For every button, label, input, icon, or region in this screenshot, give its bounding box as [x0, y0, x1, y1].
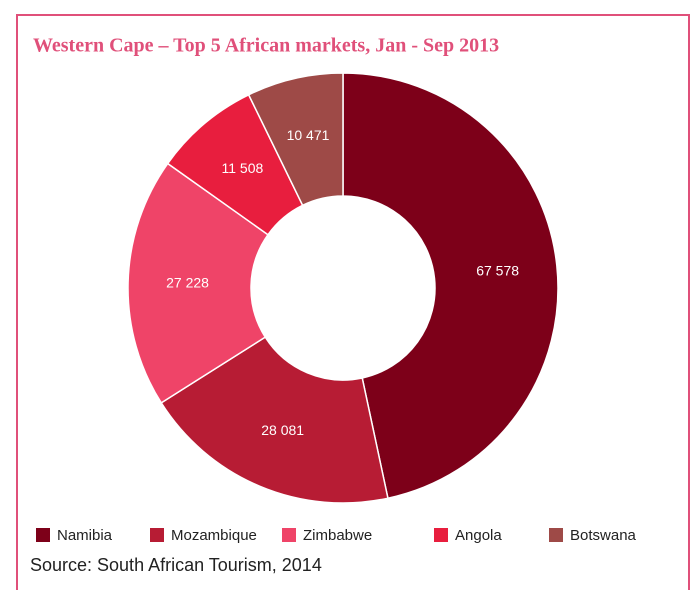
legend-label: Angola	[455, 527, 502, 544]
slice	[127, 162, 270, 404]
legend-swatch	[36, 528, 50, 542]
slice	[160, 336, 389, 504]
legend-label: Zimbabwe	[303, 527, 372, 544]
value-label: 11 508	[221, 160, 263, 176]
legend-label: Mozambique	[171, 527, 257, 544]
legend-swatch	[434, 528, 448, 542]
chart-title: Western Cape – Top 5 African markets, Ja…	[33, 35, 499, 57]
source: Source: South African Tourism, 2014	[30, 555, 322, 575]
value-label: 28 081	[261, 422, 304, 438]
value-label: 10 471	[287, 127, 330, 143]
frame	[16, 14, 690, 590]
legend-label: Namibia	[57, 527, 113, 544]
value-label: 27 228	[166, 274, 209, 290]
slice	[247, 72, 344, 207]
legend-swatch	[282, 528, 296, 542]
value-label: 67 578	[476, 262, 519, 278]
legend-swatch	[150, 528, 164, 542]
legend-label: Botswana	[570, 527, 637, 544]
slice	[342, 72, 559, 500]
legend-swatch	[549, 528, 563, 542]
